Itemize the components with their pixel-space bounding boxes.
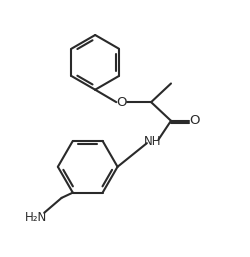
Text: O: O: [116, 96, 126, 109]
Text: O: O: [189, 114, 200, 127]
Text: H₂N: H₂N: [24, 211, 46, 224]
Text: NH: NH: [144, 135, 161, 149]
